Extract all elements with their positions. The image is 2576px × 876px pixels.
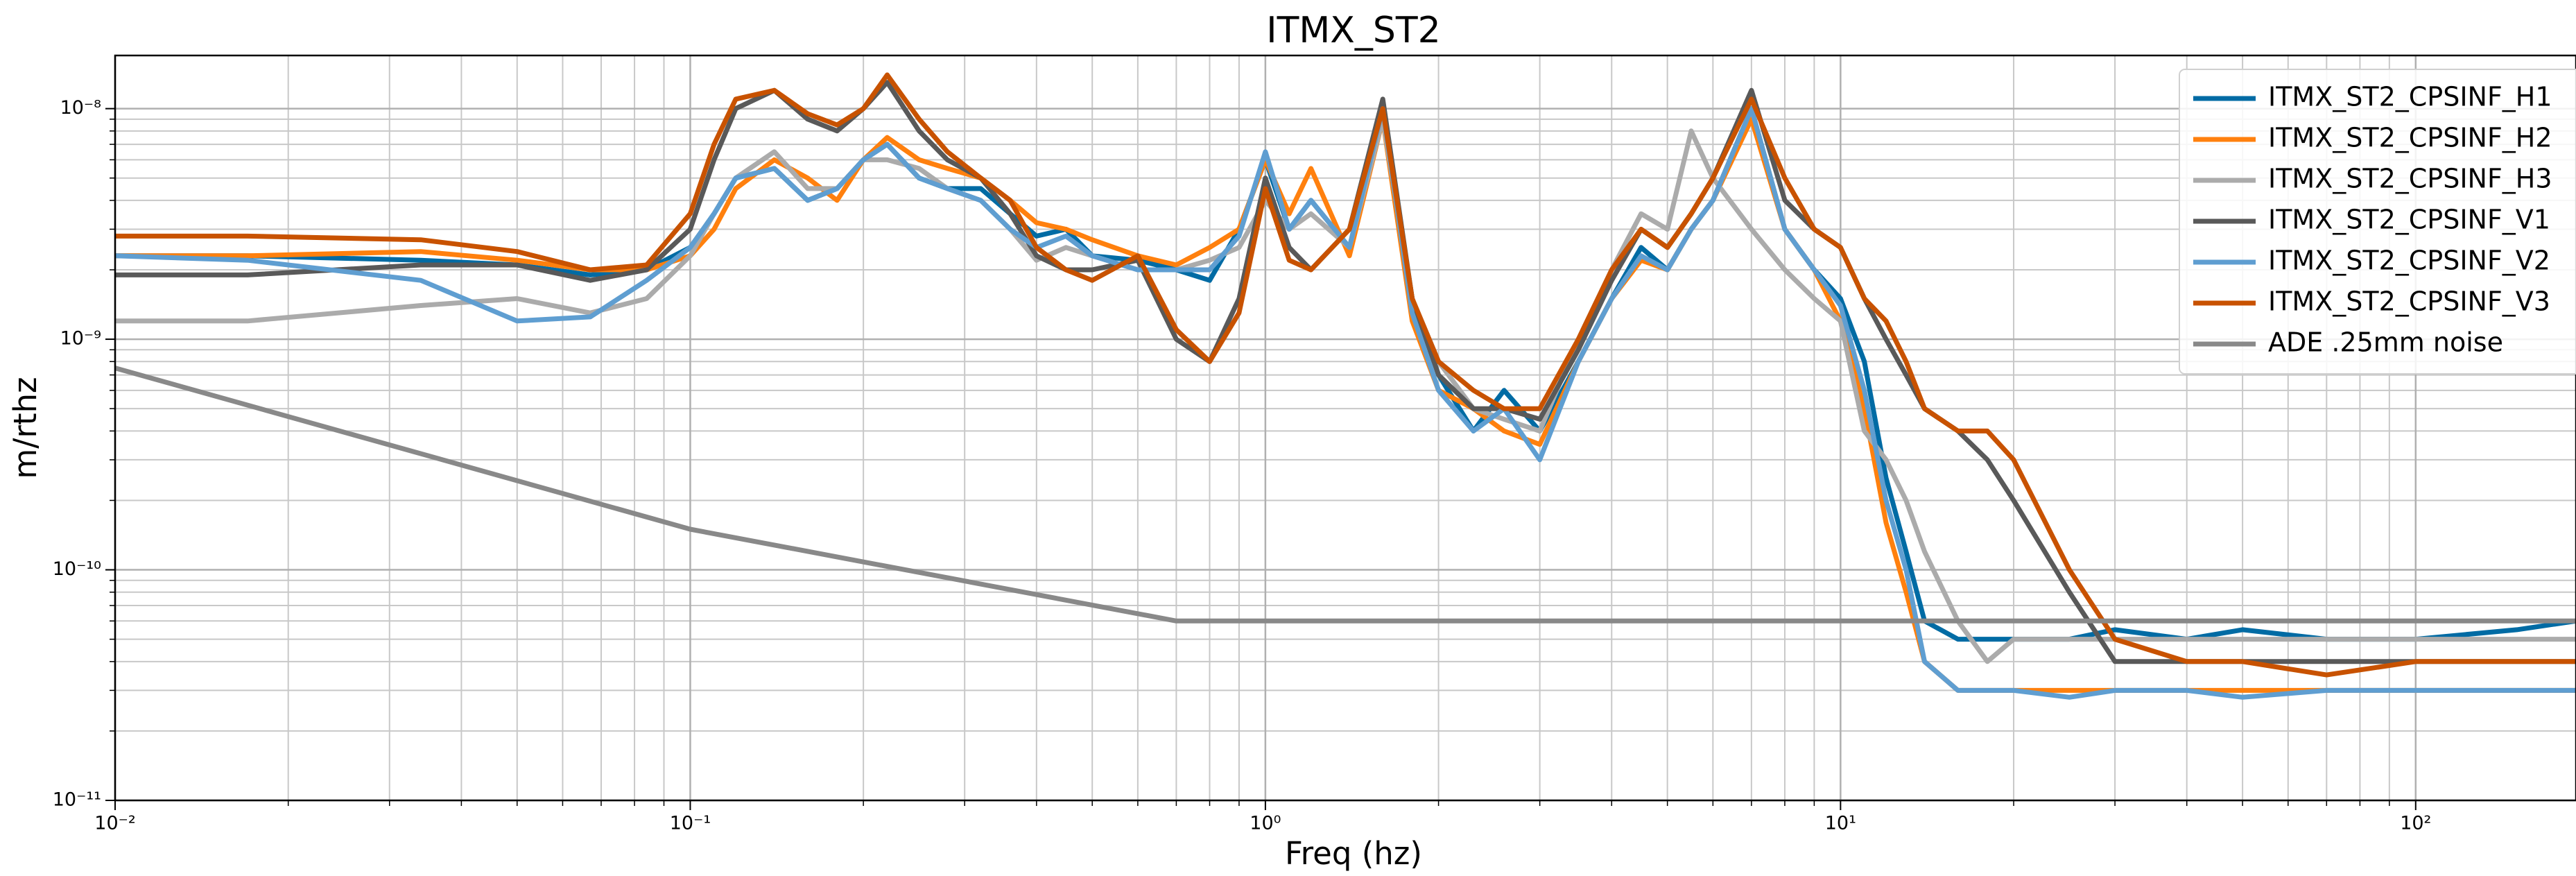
y-tick-label: 10⁻¹⁰: [53, 558, 101, 580]
legend-label: ITMX_ST2_CPSINF_H1: [2268, 82, 2552, 112]
x-tick-label: 10⁰: [1250, 813, 1281, 834]
legend-label: ITMX_ST2_CPSINF_H3: [2268, 164, 2552, 194]
series-line: [115, 72, 2576, 678]
x-axis-label: Freq (hz): [1285, 835, 1422, 872]
ticks: 10⁻² 10⁻¹ 10⁰ 10¹ 10² 10⁻¹¹ 10⁻¹⁰ 10⁻⁹ 10⁻⁸: [53, 97, 2432, 834]
plot-frame: [114, 54, 2576, 802]
series-line: [115, 366, 2576, 624]
y-tick-label: 10⁻⁸: [60, 97, 101, 119]
y-tick-label: 10⁻¹¹: [53, 789, 101, 811]
legend-label: ITMX_ST2_CPSINF_V3: [2268, 286, 2550, 317]
plot-lines: [115, 72, 2576, 700]
legend-label: ITMX_ST2_CPSINF_H2: [2268, 123, 2552, 153]
legend-label: ADE .25mm noise: [2268, 327, 2503, 358]
y-axis-label: m/rthz: [7, 377, 44, 479]
legend-box: [2179, 69, 2576, 375]
x-tick-label: 10²: [2400, 813, 2431, 834]
legend-label: ITMX_ST2_CPSINF_V1: [2268, 205, 2550, 235]
x-tick-label: 10⁻¹: [670, 813, 711, 834]
x-tick-label: 10⁻²: [94, 813, 135, 834]
legend: ITMX_ST2_CPSINF_H1 ITMX_ST2_CPSINF_H2 ITMX…: [2179, 69, 2576, 375]
x-tick-label: 10¹: [1825, 813, 1856, 834]
chart-title: ITMX_ST2: [1266, 10, 1440, 51]
y-tick-label: 10⁻⁹: [60, 328, 101, 350]
legend-label: ITMX_ST2_CPSINF_V2: [2268, 246, 2550, 276]
